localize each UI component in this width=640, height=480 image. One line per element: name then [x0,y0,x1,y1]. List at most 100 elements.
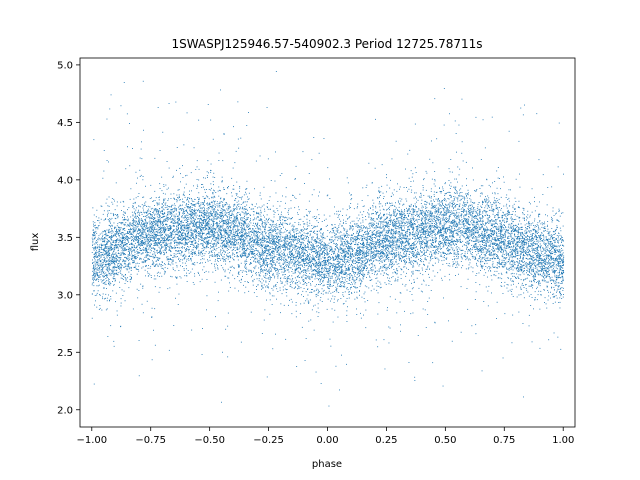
data-point [515,226,517,228]
data-point [511,246,513,247]
data-point [457,216,459,218]
data-point [159,231,161,233]
data-point [110,212,112,214]
data-point [148,227,150,229]
data-point [281,247,283,248]
data-point [177,222,178,224]
data-point [396,219,398,220]
data-point [266,376,268,378]
data-point [230,270,231,272]
data-point [488,206,490,208]
data-point [443,232,445,234]
data-point [558,260,560,262]
data-point [125,237,127,239]
data-point [195,245,197,247]
data-point [405,275,407,277]
data-point [549,255,551,257]
data-point [221,246,223,248]
data-point [487,219,489,221]
data-point [259,260,261,262]
data-point [286,255,288,257]
data-point [337,299,339,301]
data-point [235,234,236,236]
data-point [298,209,300,211]
data-point [537,263,539,265]
data-point [305,233,307,234]
data-point [184,219,186,221]
data-point [154,226,156,228]
data-point [521,260,523,261]
data-point [548,291,549,293]
data-point [129,198,131,200]
data-point [372,246,374,248]
data-point [357,287,358,289]
data-point [539,201,540,203]
data-point [329,267,331,269]
data-point [506,257,508,258]
data-point [138,340,140,341]
data-point [419,235,421,237]
data-point [485,242,486,244]
data-point [447,211,449,213]
data-point [164,215,166,217]
data-point [163,205,164,207]
data-point [234,244,236,246]
data-point [316,216,318,218]
data-point [252,240,253,241]
data-point [341,252,343,254]
data-point [225,231,227,233]
data-point [121,223,122,225]
data-point [512,226,514,228]
data-point [346,272,347,274]
data-point [266,285,268,287]
data-point [562,262,564,263]
data-point [244,262,246,264]
data-point [267,237,269,238]
data-point [141,213,143,215]
data-point [129,229,131,230]
data-point [498,231,499,232]
data-point [528,249,530,251]
data-point [459,220,461,222]
data-point [395,231,397,233]
data-point [384,249,386,251]
data-point [156,222,157,224]
data-point [228,231,230,233]
data-point [94,276,96,278]
data-point [160,221,162,223]
data-point [185,225,187,227]
data-point [147,230,148,232]
data-point [463,256,465,257]
data-point [194,205,196,207]
data-point [260,240,262,242]
data-point [213,236,215,237]
data-point [382,252,384,254]
data-point [508,269,510,271]
data-point [346,229,348,231]
data-point [290,257,292,259]
data-point [106,198,108,200]
data-point [161,246,163,248]
data-point [154,157,156,159]
data-point [204,201,205,203]
data-point [107,210,109,212]
data-point [158,214,160,216]
data-point [255,231,257,233]
data-point [474,248,476,250]
data-point [335,365,337,367]
data-point [292,224,294,226]
data-point [228,215,230,217]
data-point [233,221,235,223]
data-point [189,238,191,239]
data-point [229,272,231,274]
data-point [491,238,493,240]
data-point [158,202,160,204]
data-point [299,239,301,240]
data-point [355,282,357,284]
data-point [215,213,217,215]
data-point [431,255,433,257]
data-point [276,225,278,227]
data-point [209,218,211,220]
data-point [537,271,539,273]
data-point [226,227,228,229]
